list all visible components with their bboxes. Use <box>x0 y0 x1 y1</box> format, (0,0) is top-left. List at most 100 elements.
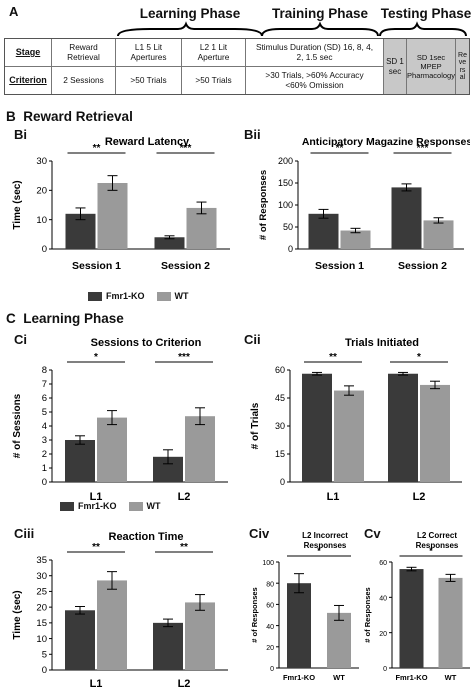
bar <box>334 390 364 482</box>
panel-label-cii: Cii <box>244 332 261 347</box>
y-axis-label: # of Sessions <box>12 393 23 458</box>
legend-label-wt-c: WT <box>146 501 161 511</box>
bar <box>65 440 95 482</box>
stage-l1: L1 5 Lit Apertures <box>130 41 167 62</box>
chart-ci-svg: Sessions to Criterion 0 1 2 3 4 5 6 7 8 # of Sessi… <box>12 337 228 503</box>
bar <box>388 373 418 482</box>
y-axis-label: # of Responses <box>363 587 372 642</box>
bar <box>97 183 128 249</box>
y-tick-label: 3 <box>42 435 47 446</box>
y-tick-label: 15 <box>275 449 285 459</box>
section-c-heading: C Learning Phase <box>6 311 124 326</box>
bar <box>399 569 424 668</box>
significance-marker: *** <box>178 352 190 363</box>
y-tick-label: 0 <box>383 666 387 673</box>
panel-label-bii: Bii <box>244 127 261 142</box>
y-tick-label: 30 <box>275 421 285 431</box>
bar <box>340 230 371 249</box>
bar <box>287 583 311 668</box>
panel-label-bi: Bi <box>14 127 27 142</box>
y-tick-label: 4 <box>42 421 47 432</box>
chart-bii-svg: Anticipatory Magazine Responses 0 50 100 150… <box>258 136 472 272</box>
significance-marker: * <box>417 352 421 363</box>
bar <box>97 580 127 670</box>
chart-title-line1: L2 Correct <box>417 531 457 540</box>
chart-title-line1: L2 Incorrect <box>302 531 348 540</box>
bar <box>65 610 95 670</box>
x-category-label: Session 2 <box>161 260 210 272</box>
bar <box>186 207 217 249</box>
phase-training: Training Phase <box>271 6 369 21</box>
x-category-label: L2 <box>178 491 191 500</box>
chart-cii: Cii Trials Initiated 0 15 30 45 60 # of Trials… <box>240 326 470 505</box>
y-tick-label: 0 <box>42 244 47 255</box>
y-tick-label: 20 <box>36 186 47 197</box>
y-tick-label: 40 <box>379 596 387 603</box>
stage-reward-retrieval: Reward Retrieval <box>67 41 100 62</box>
y-tick-label: 20 <box>36 602 47 613</box>
y-tick-label: 100 <box>278 200 293 210</box>
y-tick-label: 2 <box>42 449 47 460</box>
x-category-label: Fmr1-KO <box>395 673 427 682</box>
section-b-title: Reward Retrieval <box>23 109 133 124</box>
x-category-label: WT <box>333 673 345 682</box>
panel-label-ciii: Ciii <box>14 526 35 541</box>
chart-bi: Bi Reward Latency 0 10 20 30 Time (sec) Sessio… <box>6 123 236 296</box>
y-tick-label: 35 <box>36 555 47 566</box>
criterion-reward: 2 Sessions <box>63 74 104 85</box>
bar <box>391 187 422 249</box>
chart-title: Reaction Time <box>109 531 184 543</box>
chart-civ: Civ L2 Incorrect Responses 0 20 40 60 80 100 # o… <box>245 522 363 693</box>
y-tick-label: 20 <box>266 645 274 652</box>
stage-reversal: Reversal <box>458 51 467 81</box>
y-tick-label: 45 <box>275 393 285 403</box>
y-tick-label: 150 <box>278 178 293 188</box>
x-category-label: L1 <box>327 491 340 500</box>
x-category-label: L2 <box>178 678 191 688</box>
chart-title-line2: Responses <box>304 541 347 550</box>
chart-title: Reward Latency <box>105 136 190 148</box>
y-tick-label: 20 <box>379 631 387 638</box>
bar <box>185 602 215 670</box>
significance-marker: * <box>317 546 321 556</box>
y-tick-label: 60 <box>275 365 285 375</box>
stage-mpep: SD 1sec MPEP Pharmacology <box>407 53 455 80</box>
legend-swatch-wt-c <box>128 501 143 511</box>
section-c-title: Learning Phase <box>23 311 124 326</box>
chart-title: Sessions to Criterion <box>91 337 202 349</box>
y-tick-label: 7 <box>42 379 47 390</box>
chart-ci: Ci Sessions to Criterion 0 1 2 3 4 5 6 7 8 # of Se… <box>6 326 236 505</box>
row-header-stage: Stage <box>15 47 41 58</box>
stage-l2: L2 1 Lit Aperture <box>197 41 230 62</box>
significance-marker: ** <box>180 542 188 553</box>
phase-learning: Learning Phase <box>139 6 241 21</box>
y-axis-label: Time (sec) <box>12 590 23 639</box>
y-axis-label: # of Responses <box>258 170 269 240</box>
y-tick-label: 0 <box>42 477 47 488</box>
y-tick-label: 200 <box>278 156 293 166</box>
x-category-label: L2 <box>413 491 426 500</box>
y-tick-label: 0 <box>42 665 47 676</box>
significance-marker: * <box>429 546 433 556</box>
y-axis-label: # of Trials <box>250 402 261 449</box>
section-b-heading: B Reward Retrieval <box>6 109 133 124</box>
chart-ciii-svg: Reaction Time 0 5 10 15 20 25 30 35 Time (sec) L1 L… <box>12 531 228 690</box>
chart-cv: Cv L2 Correct Responses 0 20 40 60 # of Respon… <box>360 522 474 693</box>
significance-marker: ** <box>92 542 100 553</box>
criterion-l2: >50 Trials <box>195 74 232 85</box>
legend-swatch-ko <box>88 291 102 301</box>
x-category-label: Session 2 <box>398 260 447 272</box>
y-tick-label: 0 <box>270 666 274 673</box>
section-c-letter: C <box>6 311 16 326</box>
panel-label-a: A <box>9 4 19 19</box>
row-header-criterion: Criterion <box>9 75 47 86</box>
y-tick-label: 40 <box>266 624 274 631</box>
x-category-label: WT <box>445 673 457 682</box>
y-tick-label: 8 <box>42 365 47 376</box>
significance-marker: * <box>94 352 98 363</box>
stage-sd-1sec: SD 1 sec <box>386 56 404 76</box>
legend-swatch-ko-c <box>60 501 74 511</box>
legend-c: Fmr1-KO WT <box>60 501 161 511</box>
panel-label-civ: Civ <box>249 526 270 541</box>
y-tick-label: 100 <box>262 560 274 567</box>
